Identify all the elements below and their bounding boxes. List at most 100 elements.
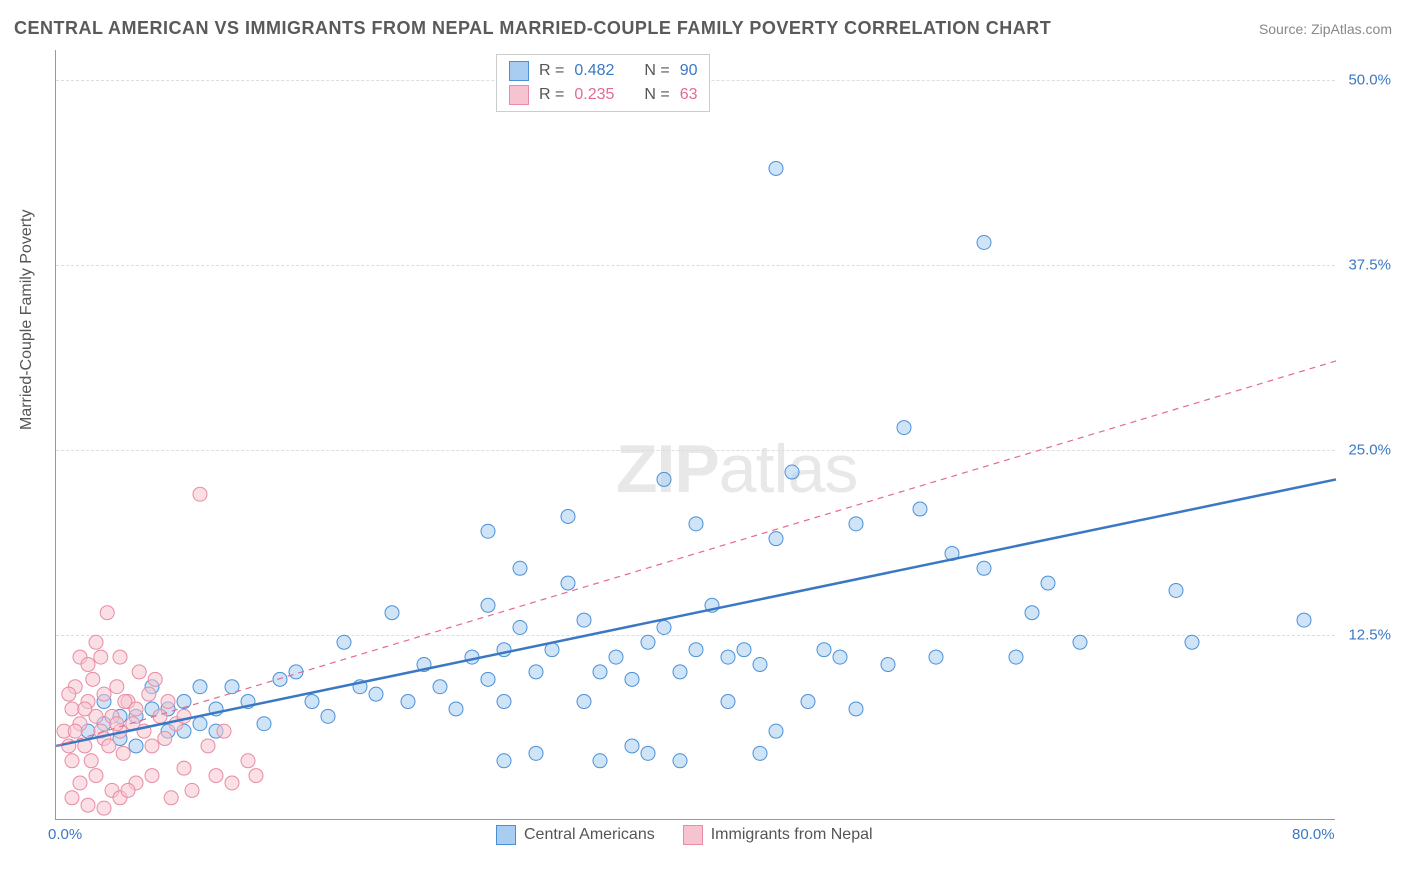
data-point xyxy=(833,650,847,664)
data-point xyxy=(177,761,191,775)
data-point xyxy=(161,695,175,709)
legend-label: Immigrants from Nepal xyxy=(711,826,873,844)
data-point xyxy=(481,598,495,612)
data-point xyxy=(65,702,79,716)
data-point xyxy=(1025,606,1039,620)
data-point xyxy=(433,680,447,694)
data-point xyxy=(164,791,178,805)
data-point xyxy=(321,709,335,723)
legend-swatch xyxy=(496,825,516,845)
data-point xyxy=(94,650,108,664)
y-tick-label: 50.0% xyxy=(1348,71,1391,88)
data-point xyxy=(689,517,703,531)
y-tick-label: 25.0% xyxy=(1348,441,1391,458)
data-point xyxy=(145,769,159,783)
trendline-pink xyxy=(56,361,1336,746)
data-point xyxy=(273,672,287,686)
data-point xyxy=(1041,576,1055,590)
data-point xyxy=(497,754,511,768)
legend-item: Central Americans xyxy=(496,825,655,845)
data-point xyxy=(641,635,655,649)
legend-swatch xyxy=(509,61,529,81)
data-point xyxy=(385,606,399,620)
data-point xyxy=(593,665,607,679)
data-point xyxy=(721,650,735,664)
data-point xyxy=(249,769,263,783)
data-point xyxy=(129,739,143,753)
data-point xyxy=(977,561,991,575)
data-point xyxy=(84,754,98,768)
data-point xyxy=(65,754,79,768)
data-point xyxy=(673,754,687,768)
data-point xyxy=(121,783,135,797)
data-point xyxy=(689,643,703,657)
data-point xyxy=(116,746,130,760)
data-point xyxy=(132,665,146,679)
data-point xyxy=(641,746,655,760)
data-point xyxy=(100,606,114,620)
data-point xyxy=(929,650,943,664)
chart-title: CENTRAL AMERICAN VS IMMIGRANTS FROM NEPA… xyxy=(14,18,1051,39)
data-point xyxy=(148,672,162,686)
data-point xyxy=(193,487,207,501)
data-point xyxy=(1009,650,1023,664)
data-point xyxy=(1185,635,1199,649)
data-point xyxy=(561,509,575,523)
data-point xyxy=(881,658,895,672)
data-point xyxy=(657,621,671,635)
data-point xyxy=(897,421,911,435)
legend-row: R =0.235N =63 xyxy=(509,83,697,107)
data-point xyxy=(193,680,207,694)
data-point xyxy=(497,695,511,709)
data-point xyxy=(849,702,863,716)
data-point xyxy=(753,746,767,760)
data-point xyxy=(769,532,783,546)
legend-r-value: 0.235 xyxy=(574,86,624,104)
data-point xyxy=(977,236,991,250)
data-point xyxy=(769,724,783,738)
data-point xyxy=(73,776,87,790)
data-point xyxy=(81,798,95,812)
data-point xyxy=(142,687,156,701)
data-point xyxy=(753,658,767,672)
data-point xyxy=(68,724,82,738)
data-point xyxy=(529,665,543,679)
data-point xyxy=(1073,635,1087,649)
legend-r-label: R = xyxy=(539,86,564,104)
data-point xyxy=(817,643,831,657)
data-point xyxy=(1297,613,1311,627)
data-point xyxy=(657,472,671,486)
data-point xyxy=(217,724,231,738)
data-point xyxy=(89,635,103,649)
data-point xyxy=(65,791,79,805)
data-point xyxy=(513,621,527,635)
data-point xyxy=(110,680,124,694)
legend-swatch xyxy=(683,825,703,845)
data-point xyxy=(86,672,100,686)
data-point xyxy=(102,739,116,753)
legend-n-value: 63 xyxy=(680,86,698,104)
legend-n-label: N = xyxy=(644,62,669,80)
data-point xyxy=(209,769,223,783)
data-point xyxy=(241,754,255,768)
data-point xyxy=(561,576,575,590)
data-point xyxy=(97,687,111,701)
data-point xyxy=(89,769,103,783)
correlation-legend: R =0.482N =90 R = 0.235 N = 63 xyxy=(496,54,710,112)
data-point xyxy=(849,517,863,531)
scatter-series-blue xyxy=(81,161,1311,767)
data-point xyxy=(577,695,591,709)
data-point xyxy=(721,695,735,709)
data-point xyxy=(177,695,191,709)
data-point xyxy=(785,465,799,479)
y-axis-label: Married-Couple Family Poverty xyxy=(18,209,36,430)
data-point xyxy=(737,643,751,657)
scatter-series-pink xyxy=(57,487,263,815)
y-tick-label: 12.5% xyxy=(1348,626,1391,643)
data-point xyxy=(769,161,783,175)
data-point xyxy=(257,717,271,731)
data-point xyxy=(529,746,543,760)
legend-row: R =0.482N =90 xyxy=(509,59,697,83)
data-point xyxy=(513,561,527,575)
x-tick-label: 80.0% xyxy=(1292,826,1335,843)
